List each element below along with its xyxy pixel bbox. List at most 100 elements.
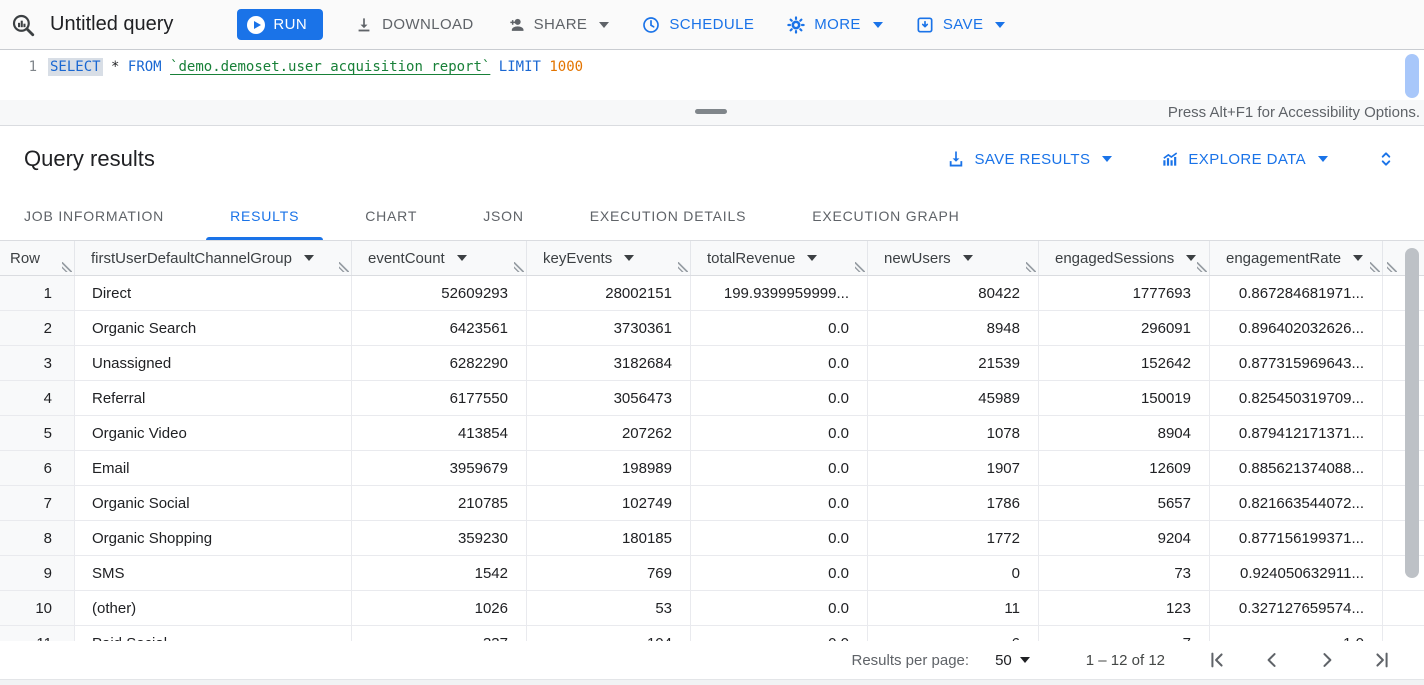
table-cell: 1.0	[1210, 626, 1383, 641]
column-resize-handle[interactable]	[1026, 262, 1036, 272]
tab-job-information[interactable]: JOB INFORMATION	[24, 208, 165, 224]
column-header-row[interactable]: Row	[0, 241, 75, 275]
results-table: Row firstUserDefaultChannelGroup eventCoun…	[0, 241, 1424, 641]
save-icon	[917, 17, 933, 32]
run-button[interactable]: RUN	[237, 9, 324, 40]
table-cell: 80422	[868, 276, 1039, 310]
expand-results-button[interactable]	[1376, 149, 1396, 169]
download-icon	[358, 17, 370, 31]
column-header-eventcount[interactable]: eventCount	[352, 241, 527, 275]
column-menu-caret-icon[interactable]	[456, 255, 467, 261]
first-page-icon	[1211, 652, 1223, 668]
table-resize-handle[interactable]	[1387, 262, 1397, 272]
table-cell: 0.877315969643...	[1210, 346, 1383, 380]
column-menu-caret-icon[interactable]	[1186, 255, 1197, 261]
last-page-button[interactable]	[1370, 648, 1394, 672]
row-number-cell: 2	[0, 311, 75, 345]
column-header-newusers[interactable]: newUsers	[868, 241, 1039, 275]
table-cell: 207262	[527, 416, 691, 450]
table-cell: 0.0	[691, 381, 868, 415]
save-button[interactable]: SAVE	[915, 15, 1006, 35]
table-cell: 0.821663544072...	[1210, 486, 1383, 520]
column-menu-caret-icon[interactable]	[1353, 255, 1364, 261]
clock-icon	[643, 16, 660, 33]
table-cell: 150019	[1039, 381, 1210, 415]
table-cell: 0.0	[691, 346, 868, 380]
tab-execution-graph[interactable]: EXECUTION GRAPH	[812, 208, 960, 224]
table-body: 1 Direct 52609293 28002151 199.9399959999...…	[0, 276, 1424, 641]
table-cell: 6423561	[352, 311, 527, 345]
table-cell: 3730361	[527, 311, 691, 345]
table-cell: 1777693	[1039, 276, 1210, 310]
column-resize-handle[interactable]	[678, 262, 688, 272]
download-button[interactable]: DOWNLOAD	[354, 15, 474, 35]
column-resize-handle[interactable]	[1197, 262, 1207, 272]
chevron-down-icon	[872, 21, 883, 28]
chevron-left-icon	[1267, 653, 1276, 667]
results-tab-bar: JOB INFORMATION RESULTS CHART JSON EXECU…	[0, 192, 1424, 241]
column-label: engagedSessions	[1055, 249, 1175, 267]
save-results-button[interactable]: SAVE RESULTS	[946, 149, 1113, 169]
panel-resize-handle[interactable]	[695, 109, 727, 114]
table-cell: 9204	[1039, 521, 1210, 555]
row-number-cell: 6	[0, 451, 75, 485]
tab-chart[interactable]: CHART	[365, 208, 418, 224]
table-cell: 1542	[352, 556, 527, 590]
sql-code-line[interactable]: SELECT * FROM `demo.demoset.user_acquisi…	[48, 58, 584, 76]
chevron-down-icon	[1019, 657, 1030, 663]
table-cell: 102749	[527, 486, 691, 520]
column-header-engagedsessions[interactable]: engagedSessions	[1039, 241, 1210, 275]
table-cell: 0.825450319709...	[1210, 381, 1383, 415]
schedule-button[interactable]: SCHEDULE	[641, 15, 754, 35]
column-resize-handle[interactable]	[855, 262, 865, 272]
column-resize-handle[interactable]	[514, 262, 524, 272]
scrollbar-thumb[interactable]	[1405, 248, 1419, 578]
explore-data-button[interactable]: EXPLORE DATA	[1160, 149, 1328, 169]
table-cell: 0.327127659574...	[1210, 591, 1383, 625]
tab-results[interactable]: RESULTS	[206, 192, 324, 240]
sql-star: *	[111, 59, 120, 75]
table-row: 3 Unassigned 6282290 3182684 0.0 21539 152642 0…	[0, 346, 1424, 381]
column-header-engagementrate[interactable]: engagementRate	[1210, 241, 1383, 275]
share-button[interactable]: SHARE	[506, 15, 610, 35]
table-cell: 52609293	[352, 276, 527, 310]
table-cell: 0.924050632911...	[1210, 556, 1383, 590]
table-cell: 11	[868, 591, 1039, 625]
results-per-page-select[interactable]: 50	[995, 652, 1030, 669]
table-cell: 0.0	[691, 626, 868, 641]
column-menu-caret-icon[interactable]	[962, 255, 973, 261]
chevron-down-icon	[599, 21, 610, 28]
table-vertical-scrollbar[interactable]	[1405, 248, 1419, 634]
tab-execution-details[interactable]: EXECUTION DETAILS	[589, 208, 747, 224]
table-cell: 3056473	[527, 381, 691, 415]
first-page-button[interactable]	[1205, 648, 1229, 672]
more-button[interactable]: MORE	[786, 15, 883, 35]
column-menu-caret-icon[interactable]	[303, 255, 314, 261]
next-page-button[interactable]	[1315, 648, 1339, 672]
query-toolbar: Untitled query RUN DOWNLOAD SHARE SCHEDU…	[0, 0, 1424, 50]
query-icon	[10, 12, 36, 38]
sql-keyword-select: SELECT	[48, 58, 103, 76]
sql-limit-value: 1000	[549, 59, 584, 75]
row-number-cell: 4	[0, 381, 75, 415]
row-number-cell: 11	[0, 626, 75, 641]
page-title: Untitled query	[50, 13, 174, 35]
column-header-firstuserdefaultchannelgroup[interactable]: firstUserDefaultChannelGroup	[75, 241, 352, 275]
column-header-keyevents[interactable]: keyEvents	[527, 241, 691, 275]
column-menu-caret-icon[interactable]	[624, 255, 635, 261]
query-results-header: Query results SAVE RESULTS EXPLORE DATA	[0, 126, 1424, 192]
previous-page-button[interactable]	[1260, 648, 1284, 672]
pagination-range: 1 – 12 of 12	[1085, 651, 1165, 669]
tab-json[interactable]: JSON	[483, 208, 524, 224]
column-resize-handle[interactable]	[339, 262, 349, 272]
table-cell: 8948	[868, 311, 1039, 345]
sql-table-link[interactable]: `demo.demoset.user_acquisition_report`	[170, 59, 491, 75]
horizontal-scrollbar-track[interactable]	[0, 679, 1424, 685]
column-header-totalrevenue[interactable]: totalRevenue	[691, 241, 868, 275]
column-resize-handle[interactable]	[62, 262, 72, 272]
sql-editor[interactable]: 1 SELECT * FROM `demo.demoset.user_acquis…	[0, 50, 1424, 100]
editor-scrollbar-thumb[interactable]	[1405, 54, 1419, 98]
table-cell: (other)	[75, 591, 352, 625]
column-menu-caret-icon[interactable]	[807, 255, 818, 261]
column-resize-handle[interactable]	[1370, 262, 1380, 272]
